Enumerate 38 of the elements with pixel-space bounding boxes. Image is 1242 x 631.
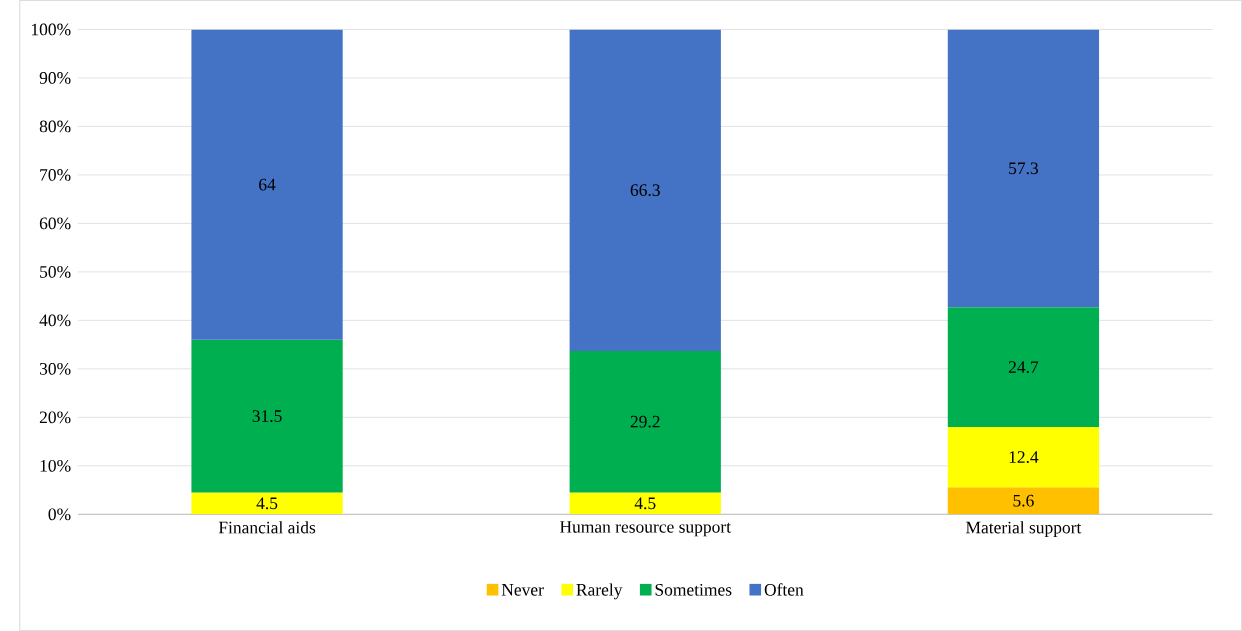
y-tick-label: 50%	[40, 265, 71, 278]
data-label: 29.2	[630, 415, 660, 428]
data-label: 64	[259, 178, 276, 191]
y-tick-label: 100%	[31, 23, 71, 36]
y-tick-label: 40%	[39, 314, 71, 327]
bar	[569, 492, 721, 515]
bar	[947, 427, 1100, 488]
data-label: 5.6	[1013, 494, 1034, 507]
y-tick-label: 60%	[39, 217, 71, 230]
bar	[191, 339, 343, 493]
bar	[947, 487, 1100, 515]
bar	[947, 307, 1100, 428]
x-tick-label: Financial aids	[218, 521, 316, 534]
bar	[191, 29, 343, 340]
x-tick-label: Human resource support	[559, 521, 731, 537]
legend-label: Sometimes	[655, 583, 732, 596]
y-tick-label: 0%	[48, 508, 71, 521]
y-tick-label: 30%	[39, 362, 71, 375]
data-label: 4.5	[634, 497, 656, 510]
y-tick-label: 70%	[40, 168, 71, 181]
bar	[569, 350, 721, 493]
legend-label: Often	[764, 583, 804, 596]
data-label: 12.4	[1009, 451, 1039, 463]
x-tick-label: Material support	[966, 521, 1082, 537]
y-tick-label: 80%	[39, 120, 71, 133]
data-label: 31.5	[252, 410, 282, 422]
data-label: 24.7	[1008, 361, 1039, 374]
legend-label: Rarely	[576, 583, 623, 600]
legend-label: Never	[501, 584, 544, 596]
bar	[569, 29, 721, 351]
bar	[947, 29, 1100, 308]
y-tick-label: 90%	[39, 71, 71, 84]
bar	[191, 492, 343, 515]
y-tick-label: 10%	[40, 459, 71, 472]
y-tick-label: 20%	[39, 411, 71, 424]
data-label: 57.3	[1009, 162, 1039, 175]
data-label: 66.3	[630, 184, 660, 197]
data-label: 4.5	[256, 497, 278, 510]
